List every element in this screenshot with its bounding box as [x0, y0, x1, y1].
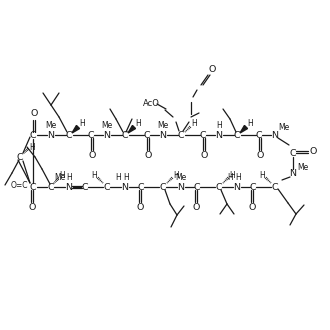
Text: H: H [259, 171, 265, 180]
Text: H: H [66, 174, 72, 182]
Text: N: N [104, 130, 111, 140]
Text: C: C [138, 182, 144, 191]
Text: C: C [30, 182, 36, 191]
Text: Me: Me [54, 174, 66, 182]
Text: Me: Me [157, 121, 169, 130]
Text: O: O [144, 151, 152, 160]
Text: O: O [192, 204, 200, 213]
Text: N: N [234, 182, 241, 191]
Text: H: H [229, 171, 235, 180]
Text: H: H [29, 143, 35, 151]
Text: H: H [173, 171, 179, 180]
Text: O: O [88, 151, 96, 160]
Text: O: O [136, 204, 144, 213]
Text: C: C [256, 130, 262, 140]
Text: C: C [234, 130, 240, 140]
Text: H: H [235, 174, 241, 182]
Polygon shape [128, 125, 136, 133]
Text: C: C [88, 130, 94, 140]
Text: N: N [272, 130, 279, 140]
Text: H: H [79, 119, 85, 128]
Text: O: O [200, 151, 208, 160]
Text: H: H [191, 119, 197, 128]
Text: C: C [272, 182, 278, 191]
Text: O=C: O=C [11, 181, 28, 189]
Text: N: N [48, 130, 54, 140]
Text: N: N [289, 169, 296, 178]
Polygon shape [240, 125, 248, 133]
Text: N: N [215, 130, 222, 140]
Text: C: C [122, 130, 128, 140]
Text: N: N [178, 182, 184, 191]
Polygon shape [72, 125, 80, 133]
Text: C: C [82, 182, 88, 191]
Text: H: H [247, 119, 253, 128]
Text: H: H [91, 171, 97, 180]
Text: C: C [160, 182, 166, 191]
Text: C: C [200, 130, 206, 140]
Text: C: C [104, 182, 110, 191]
Text: C: C [48, 182, 54, 191]
Text: O: O [309, 148, 317, 156]
Text: C: C [178, 130, 184, 140]
Text: Me: Me [101, 121, 113, 130]
Text: H: H [59, 172, 65, 181]
Text: C: C [290, 148, 296, 157]
Text: C: C [144, 130, 150, 140]
Text: Me: Me [46, 121, 57, 130]
Text: N: N [159, 130, 167, 140]
Text: H: H [227, 174, 233, 182]
Text: O: O [28, 204, 36, 213]
Text: O: O [30, 110, 38, 118]
Text: C: C [194, 182, 200, 191]
Text: Me: Me [175, 174, 187, 182]
Text: N: N [65, 182, 73, 191]
Text: N: N [121, 182, 128, 191]
Text: O: O [256, 151, 264, 160]
Text: H: H [115, 174, 121, 182]
Text: H: H [123, 174, 129, 182]
Text: C: C [17, 152, 23, 161]
Text: Me: Me [297, 162, 309, 172]
Text: O: O [248, 204, 256, 213]
Text: O: O [208, 64, 216, 74]
Text: Me: Me [279, 122, 290, 131]
Text: C: C [30, 130, 36, 140]
Text: H: H [216, 121, 222, 130]
Text: C: C [216, 182, 222, 191]
Text: AcO: AcO [143, 98, 159, 108]
Text: C: C [250, 182, 256, 191]
Text: H: H [135, 119, 141, 128]
Text: C: C [66, 130, 72, 140]
